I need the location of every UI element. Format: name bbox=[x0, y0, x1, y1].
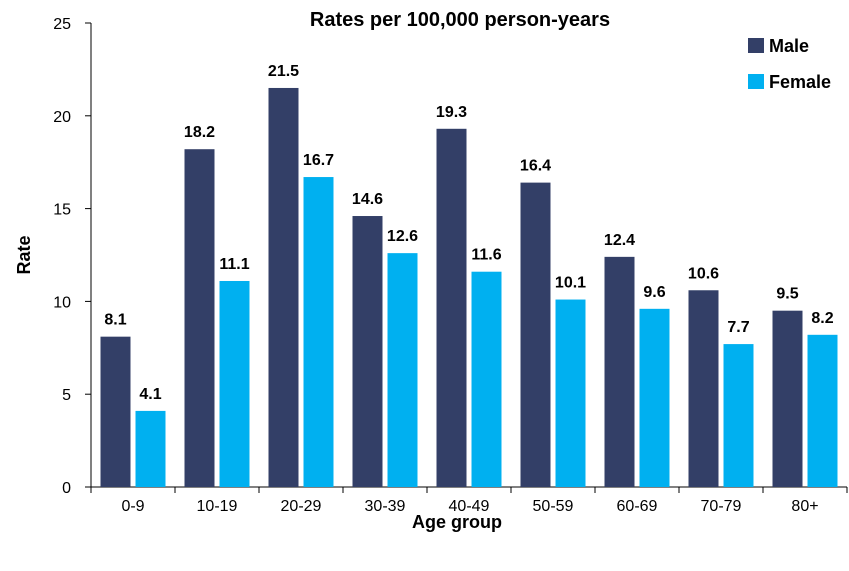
bar-female bbox=[219, 280, 250, 487]
data-label-female: 4.1 bbox=[139, 386, 161, 403]
legend-label-male: Male bbox=[769, 36, 809, 56]
data-labels: 8.1 18.2 21.5 14.6 19.3 16.4 12.4 10.6 9.5 4.1 11.… bbox=[104, 63, 833, 403]
legend-item-female: Female bbox=[748, 72, 831, 92]
bar-female bbox=[387, 253, 418, 487]
data-label-male: 18.2 bbox=[184, 124, 215, 141]
data-label-male: 10.6 bbox=[688, 265, 719, 282]
data-label-male: 8.1 bbox=[104, 312, 126, 329]
y-tick-label: 0 bbox=[62, 480, 71, 497]
bar-female bbox=[555, 299, 586, 487]
data-label-female: 12.6 bbox=[387, 228, 418, 245]
bar-female bbox=[135, 410, 166, 487]
bar-male bbox=[352, 216, 383, 488]
bar-male bbox=[184, 149, 215, 487]
bar-female bbox=[723, 344, 754, 487]
bars bbox=[100, 87, 838, 488]
data-label-female: 16.7 bbox=[303, 152, 334, 169]
bar-male bbox=[772, 310, 803, 487]
bar-female bbox=[807, 334, 838, 487]
data-label-female: 11.1 bbox=[219, 256, 249, 273]
data-label-female: 11.6 bbox=[471, 247, 501, 264]
data-label-male: 19.3 bbox=[436, 104, 467, 121]
bar-male bbox=[688, 290, 719, 487]
bar-male bbox=[268, 87, 299, 488]
x-tick-label: 40-49 bbox=[449, 498, 490, 515]
y-tick-label: 10 bbox=[53, 294, 71, 311]
data-label-female: 9.6 bbox=[643, 284, 665, 301]
x-tick-label: 70-79 bbox=[701, 498, 742, 515]
x-tick-label: 80+ bbox=[791, 498, 818, 515]
bar-male bbox=[100, 336, 131, 487]
x-tick-label: 20-29 bbox=[281, 498, 322, 515]
y-tick-label: 20 bbox=[53, 109, 71, 126]
data-label-male: 9.5 bbox=[776, 286, 798, 303]
x-tick-label: 30-39 bbox=[365, 498, 406, 515]
data-label-female: 8.2 bbox=[811, 310, 833, 327]
data-label-female: 7.7 bbox=[727, 319, 749, 336]
x-tick-label: 10-19 bbox=[197, 498, 238, 515]
legend: Male Female bbox=[748, 36, 831, 92]
y-axis-title: Rate bbox=[14, 235, 34, 274]
bar-female bbox=[639, 308, 670, 487]
x-axis-title: Age group bbox=[412, 512, 502, 532]
data-label-male: 14.6 bbox=[352, 191, 383, 208]
legend-item-male: Male bbox=[748, 36, 809, 56]
data-label-male: 16.4 bbox=[520, 158, 551, 175]
bar-male bbox=[604, 256, 635, 487]
x-tick-label: 0-9 bbox=[121, 498, 144, 515]
y-tick-label: 15 bbox=[53, 202, 71, 219]
legend-label-female: Female bbox=[769, 72, 831, 92]
data-label-male: 12.4 bbox=[604, 232, 635, 249]
bar-male bbox=[436, 128, 467, 488]
legend-swatch-female bbox=[748, 74, 764, 89]
legend-swatch-male bbox=[748, 38, 764, 53]
x-axis: 0-9 10-19 20-29 30-39 40-49 50-59 60-69 70-79 80… bbox=[90, 486, 848, 515]
y-tick-label: 5 bbox=[62, 387, 71, 404]
x-tick-label: 60-69 bbox=[617, 498, 658, 515]
y-tick-label: 25 bbox=[53, 16, 71, 33]
bar-male bbox=[520, 182, 551, 487]
chart-title: Rates per 100,000 person-years bbox=[310, 9, 610, 31]
bar-female bbox=[471, 271, 502, 487]
data-label-female: 10.1 bbox=[555, 275, 586, 292]
x-tick-label: 50-59 bbox=[533, 498, 574, 515]
bar-female bbox=[303, 177, 334, 487]
y-axis: 0 5 10 15 20 25 bbox=[53, 16, 92, 497]
data-label-male: 21.5 bbox=[268, 63, 299, 80]
